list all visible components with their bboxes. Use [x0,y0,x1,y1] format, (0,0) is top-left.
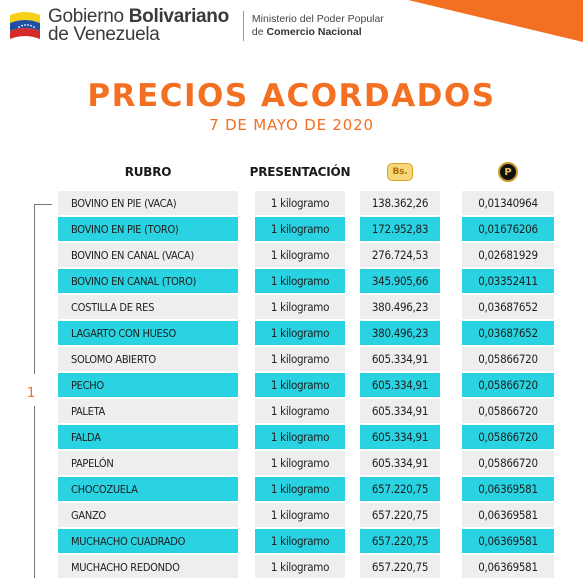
cell-petro: 0,02681929 [462,243,554,267]
ministry-line2-bold: Comercio Nacional [266,26,362,38]
table-row: PAPELÓN 1 kilogramo 605.334,91 0,05866720 [0,451,583,475]
cell-rubro: GANZO [58,503,238,527]
cell-bolivares: 657.220,75 [360,503,440,527]
cell-petro: 0,05866720 [462,373,554,397]
cell-presentacion: 1 kilogramo [255,295,345,319]
cell-presentacion: 1 kilogramo [255,321,345,345]
column-header-rubro: RUBRO [124,165,172,179]
cell-petro: 0,05866720 [462,425,554,449]
cell-petro: 0,06369581 [462,555,554,578]
cell-rubro: PECHO [58,373,238,397]
column-header-petro: P [462,162,554,182]
cell-petro: 0,01676206 [462,217,554,241]
cell-petro: 0,05866720 [462,399,554,423]
table-row: MUCHACHO REDONDO 1 kilogramo 657.220,75 0,0… [0,555,583,578]
cell-petro: 0,06369581 [462,503,554,527]
cell-presentacion: 1 kilogramo [255,217,345,241]
cell-bolivares: 345.905,66 [360,269,440,293]
cell-presentacion: 1 kilogramo [255,373,345,397]
government-name-bold: Bolivariano [128,6,229,27]
cell-rubro: CHOCOZUELA [58,477,238,501]
ministry-name: Ministerio del Poder Popular de Comercio… [252,13,384,39]
cell-rubro: LAGARTO CON HUESO [58,321,238,345]
cell-rubro: PALETA [58,399,238,423]
bolivar-coin-icon: Bs. [387,163,413,181]
cell-presentacion: 1 kilogramo [255,477,345,501]
cell-rubro: SOLOMO ABIERTO [58,347,238,371]
header-divider [242,11,244,41]
cell-presentacion: 1 kilogramo [255,425,345,449]
table-row: PECHO 1 kilogramo 605.334,91 0,05866720 [0,373,583,397]
venezuela-flag-icon [10,12,40,39]
cell-petro: 0,03687652 [462,321,554,345]
cell-rubro: COSTILLA DE RES [58,295,238,319]
page-date: 7 DE MAYO DE 2020 [209,116,374,134]
cell-bolivares: 605.334,91 [360,347,440,371]
cell-rubro: BOVINO EN CANAL (TORO) [58,269,238,293]
column-header-presentacion: PRESENTACIÓN [249,165,351,179]
table-row: SOLOMO ABIERTO 1 kilogramo 605.334,91 0,058… [0,347,583,371]
government-name-line2: de Venezuela [48,24,160,45]
cell-presentacion: 1 kilogramo [255,555,345,578]
cell-petro: 0,06369581 [462,477,554,501]
cell-presentacion: 1 kilogramo [255,243,345,267]
cell-bolivares: 138.362,26 [360,191,440,215]
cell-presentacion: 1 kilogramo [255,529,345,553]
cell-presentacion: 1 kilogramo [255,347,345,371]
group-bracket-line-top [34,204,35,374]
table-row: COSTILLA DE RES 1 kilogramo 380.496,23 0,03… [0,295,583,319]
group-bracket-line-bottom [34,406,35,578]
cell-bolivares: 657.220,75 [360,529,440,553]
table-row: CHOCOZUELA 1 kilogramo 657.220,75 0,0636958… [0,477,583,501]
table-row: BOVINO EN CANAL (VACA) 1 kilogramo 276.724… [0,243,583,267]
cell-presentacion: 1 kilogramo [255,503,345,527]
cell-petro: 0,03687652 [462,295,554,319]
corner-accent [408,0,583,42]
cell-presentacion: 1 kilogramo [255,269,345,293]
cell-bolivares: 657.220,75 [360,555,440,578]
cell-bolivares: 380.496,23 [360,295,440,319]
cell-rubro: BOVINO EN CANAL (VACA) [58,243,238,267]
cell-petro: 0,05866720 [462,347,554,371]
government-name-regular: Gobierno [48,6,129,27]
table-row: BOVINO EN CANAL (TORO) 1 kilogramo 345.905… [0,269,583,293]
cell-rubro: PAPELÓN [58,451,238,475]
government-name: Gobierno Bolivariano de Venezuela [48,6,229,45]
cell-petro: 0,05866720 [462,451,554,475]
table-row: MUCHACHO CUADRADO 1 kilogramo 657.220,75 0,… [0,529,583,553]
petro-coin-icon: P [498,162,518,182]
ministry-line1: Ministerio del Poder Popular [251,13,384,25]
cell-bolivares: 657.220,75 [360,477,440,501]
table-row: FALDA 1 kilogramo 605.334,91 0,05866720 [0,425,583,449]
cell-rubro: MUCHACHO REDONDO [58,555,238,578]
page-title: PRECIOS ACORDADOS [87,78,496,114]
cell-bolivares: 276.724,53 [360,243,440,267]
group-bracket-tick [34,204,52,205]
cell-rubro: BOVINO EN PIE (TORO) [58,217,238,241]
cell-petro: 0,06369581 [462,529,554,553]
cell-bolivares: 605.334,91 [360,425,440,449]
table-row: PALETA 1 kilogramo 605.334,91 0,05866720 [0,399,583,423]
ministry-line2-prefix: de [251,26,267,38]
table-row: LAGARTO CON HUESO 1 kilogramo 380.496,23 0,… [0,321,583,345]
cell-rubro: MUCHACHO CUADRADO [58,529,238,553]
table-row: BOVINO EN PIE (TORO) 1 kilogramo 172.952,8… [0,217,583,241]
column-header-bolivares: Bs. [360,162,440,182]
cell-bolivares: 380.496,23 [360,321,440,345]
cell-petro: 0,03352411 [462,269,554,293]
cell-bolivares: 605.334,91 [360,451,440,475]
cell-petro: 0,01340964 [462,191,554,215]
cell-presentacion: 1 kilogramo [255,451,345,475]
cell-presentacion: 1 kilogramo [255,399,345,423]
cell-bolivares: 172.952,83 [360,217,440,241]
table-row: BOVINO EN PIE (VACA) 1 kilogramo 138.362,2… [0,191,583,215]
cell-presentacion: 1 kilogramo [255,191,345,215]
group-number: 1 [27,386,36,401]
table-row: GANZO 1 kilogramo 657.220,75 0,06369581 [0,503,583,527]
cell-rubro: FALDA [58,425,238,449]
government-header: Gobierno Bolivariano de Venezuela Minist… [8,6,384,46]
cell-bolivares: 605.334,91 [360,373,440,397]
cell-bolivares: 605.334,91 [360,399,440,423]
cell-rubro: BOVINO EN PIE (VACA) [58,191,238,215]
